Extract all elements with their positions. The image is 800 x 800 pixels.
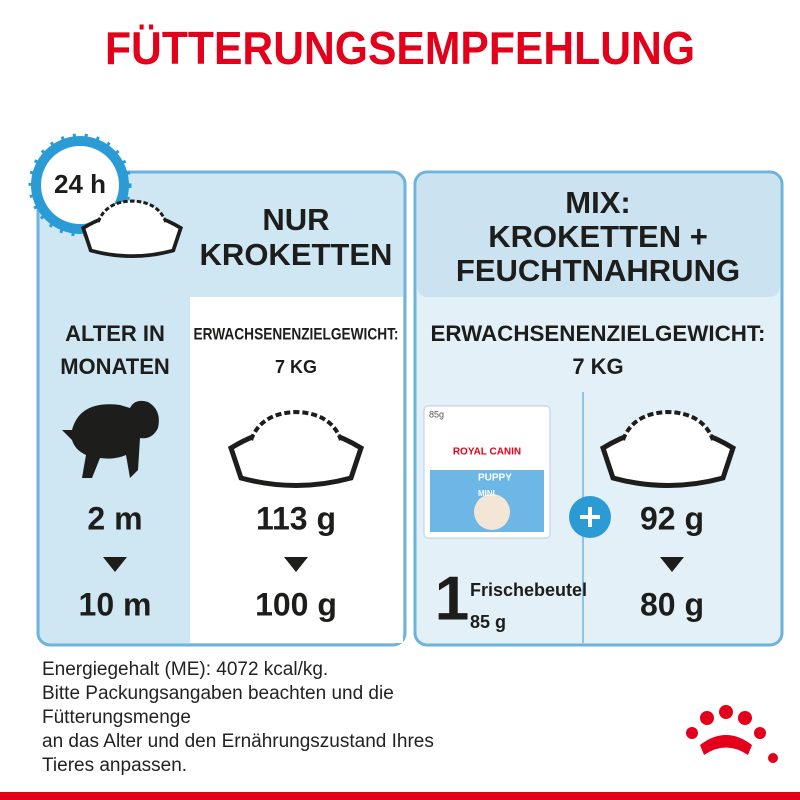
footer-bar <box>0 792 800 800</box>
kibble-end: 100 g <box>255 586 337 622</box>
bowl-icon <box>228 409 364 488</box>
pouch-weight: 85 g <box>470 612 506 632</box>
weight-value: 7 KG <box>275 357 317 377</box>
bowl-icon <box>81 199 183 258</box>
age-start: 2 m <box>87 500 142 536</box>
kibble-start: 113 g <box>256 500 336 536</box>
pouch-variant: MINI <box>478 489 495 498</box>
age-end: 10 m <box>79 586 152 622</box>
footer-line: an das Alter und den Ernährungszustand I… <box>42 731 434 752</box>
brand-logo <box>686 705 778 763</box>
clock-icon <box>28 133 132 237</box>
weight-value: 7 KG <box>572 354 623 379</box>
weight-label: ERWACHSENENZIELGEWICHT: <box>431 321 766 346</box>
puppy-icon <box>62 400 159 478</box>
footer-line: Fütterungsmenge <box>42 707 191 728</box>
mix-header: KROKETTEN + <box>488 219 708 254</box>
pouch-size: 85g <box>429 409 444 419</box>
mix-header-bg <box>417 174 780 297</box>
age-header: MONATEN <box>60 354 170 379</box>
mix-header: FEUCHTNAHRUNG <box>456 253 740 288</box>
clock-label: 24 h <box>54 169 106 199</box>
weight-label: ERWACHSENENZIELGEWICHT: <box>194 324 399 343</box>
left-header: KROKETTEN <box>200 237 393 272</box>
pouch-product: PUPPY <box>478 473 512 484</box>
pouch-brand: ROYAL CANIN <box>453 447 521 458</box>
mix-kibble-start: 92 g <box>640 500 704 536</box>
age-header: ALTER IN <box>65 321 165 346</box>
pouch-label: Frischebeutel <box>470 580 587 600</box>
bowl-icon <box>600 409 736 488</box>
footer-line: Energiegehalt (ME): 4072 kcal/kg. <box>42 659 328 680</box>
pouch-image <box>423 405 551 539</box>
footer-line: Bitte Packungsangaben beachten und die <box>42 683 394 704</box>
title: FÜTTERUNGSEMPFEHLUNG <box>105 22 695 74</box>
left-header: NUR <box>262 202 329 237</box>
mix-header: MIX: <box>565 185 630 220</box>
plus-icon <box>569 496 611 538</box>
mix-kibble-end: 80 g <box>640 586 704 622</box>
footer-line: Tieres anpassen. <box>42 755 187 776</box>
pouch-count: 1 <box>435 564 469 633</box>
